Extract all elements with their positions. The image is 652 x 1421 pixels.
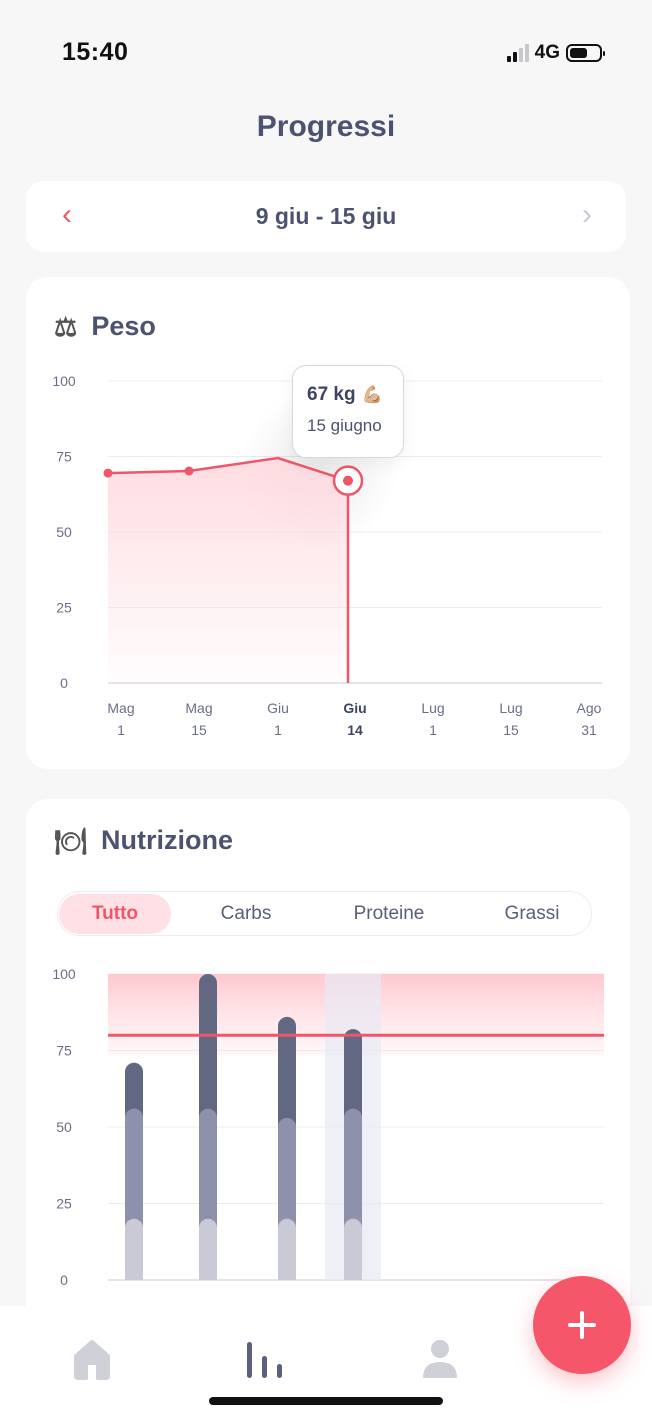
chevron-right-icon[interactable]: ›	[582, 198, 592, 231]
weight-card: ⚖ Peso 100 75 50 25 0 Mag 1 Mag 15 Giu 1 Giu 14 Lug 1 L…	[26, 277, 630, 769]
plate-cutlery-icon: 🍽	[54, 825, 88, 856]
nav-stats[interactable]	[236, 1332, 296, 1382]
weight-line	[107, 456, 349, 482]
nutrition-card-header: 🍽 Nutrizione	[54, 825, 233, 856]
selected-point-dot	[343, 475, 353, 486]
y-tick-label: 25	[56, 600, 72, 616]
x-tick-month: Ago	[577, 700, 602, 716]
x-tick-month: Giu	[343, 700, 366, 716]
y-tick-label: 25	[56, 1196, 72, 1212]
chevron-left-icon[interactable]: ‹	[62, 198, 72, 231]
y-tick-label: 0	[60, 1272, 68, 1288]
home-indicator	[209, 1397, 443, 1405]
page-title: Progressi	[256, 110, 396, 143]
weight-chart[interactable]: 100 75 50 25 0 Mag 1 Mag 15 Giu 1 Giu 14 Lug 1 Lug 15 Ago…	[26, 277, 630, 757]
x-tick-day: 1	[117, 722, 125, 738]
battery-icon	[566, 44, 605, 62]
bar-base	[344, 1272, 362, 1280]
x-tick-day: 1	[274, 722, 282, 738]
x-tick-day: 1	[429, 722, 437, 738]
x-tick-month: Mag	[185, 700, 212, 716]
y-tick-label: 0	[60, 675, 68, 691]
add-button[interactable]	[533, 1276, 631, 1374]
x-tick-day: 14	[347, 722, 363, 738]
tab-carbs[interactable]: Carbs	[220, 902, 272, 924]
status-bar: 15:40 4G	[0, 0, 652, 100]
tooltip-value: 67 kg	[307, 384, 356, 405]
nutrition-card: 🍽 Nutrizione Tutto Carbs Proteine Grassi…	[26, 799, 630, 1359]
bar-base	[278, 1272, 296, 1280]
tab-tutto[interactable]: Tutto	[59, 893, 171, 934]
bar-segment	[125, 1218, 143, 1280]
x-tick-day: 15	[503, 722, 519, 738]
home-icon	[74, 1340, 110, 1380]
x-tick-day: 15	[191, 722, 207, 738]
tab-grassi[interactable]: Grassi	[504, 902, 560, 924]
network-label: 4G	[534, 42, 560, 63]
nav-profile[interactable]	[410, 1332, 470, 1382]
weight-point	[103, 468, 113, 478]
x-tick-month: Lug	[421, 700, 444, 716]
profile-icon	[423, 1340, 457, 1378]
y-tick-label: 75	[56, 1043, 72, 1059]
week-selector: ‹ 9 giu - 15 giu ›	[26, 181, 626, 252]
weight-card-title: Peso	[91, 311, 156, 341]
status-time: 15:40	[62, 38, 129, 66]
y-tick-label: 100	[52, 966, 76, 982]
weight-area	[108, 458, 348, 683]
tooltip-date: 15 giugno	[307, 416, 382, 435]
tab-proteine[interactable]: Proteine	[353, 902, 425, 924]
week-range-label: 9 giu - 15 giu	[255, 203, 397, 229]
bar-segment	[278, 1218, 296, 1280]
nutrition-tabs: Tutto Carbs Proteine Grassi	[57, 891, 592, 936]
weight-point	[184, 466, 194, 476]
weight-tooltip: 67 kg 💪🏼 15 giugno	[292, 365, 404, 458]
stats-icon	[247, 1342, 282, 1378]
y-tick-label: 50	[56, 1119, 72, 1135]
flexed-biceps-icon: 💪🏼	[361, 385, 383, 404]
nav-home[interactable]	[62, 1332, 122, 1382]
nutrition-chart[interactable]: 100 75 50 25 0	[26, 799, 630, 1306]
weight-card-header: ⚖ Peso	[54, 311, 156, 342]
balance-scale-icon: ⚖	[54, 311, 78, 342]
y-tick-label: 100	[52, 373, 76, 389]
x-tick-month: Lug	[499, 700, 522, 716]
signal-icon	[506, 44, 529, 62]
y-tick-label: 75	[56, 449, 72, 465]
x-tick-month: Giu	[267, 700, 289, 716]
bar-base	[125, 1272, 143, 1280]
x-tick-day: 31	[581, 722, 597, 738]
nutrition-card-title: Nutrizione	[101, 825, 234, 855]
status-indicators: 4G	[506, 42, 605, 64]
tooltip-value-row: 67 kg 💪🏼	[307, 384, 389, 406]
y-tick-label: 50	[56, 524, 72, 540]
bar-segment	[344, 1218, 362, 1280]
bar-segment	[199, 1218, 217, 1280]
bar-base	[199, 1272, 217, 1280]
x-tick-month: Mag	[107, 700, 134, 716]
